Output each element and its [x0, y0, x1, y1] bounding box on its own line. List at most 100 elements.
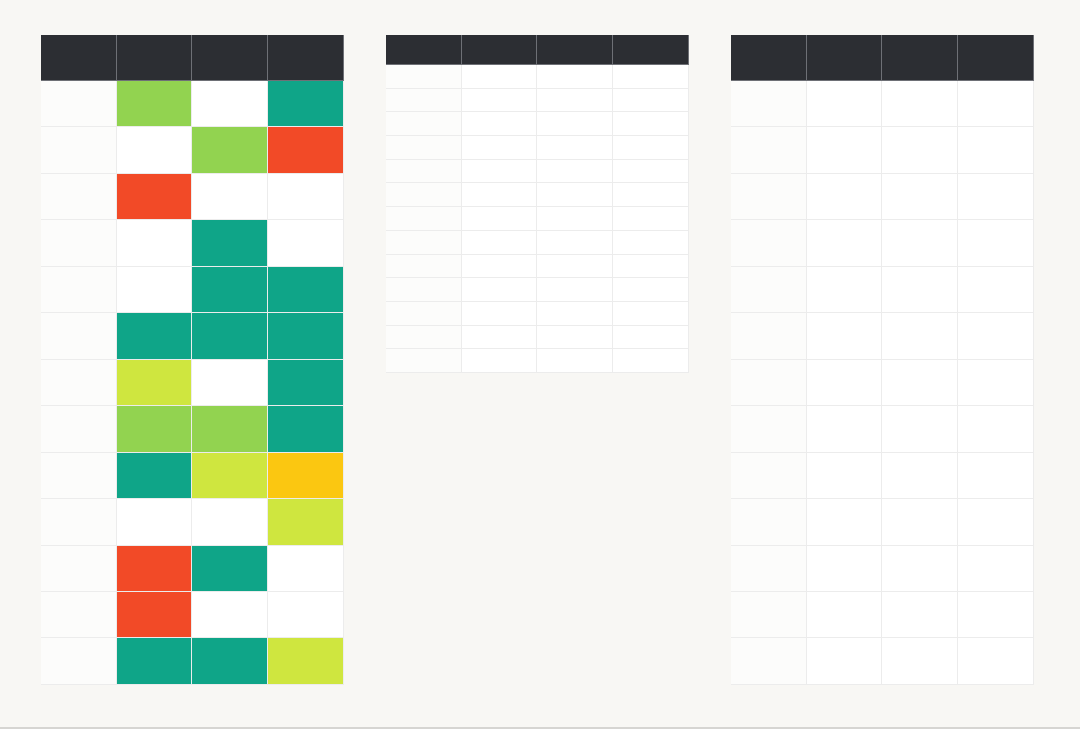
- grid-cell[interactable]: [537, 254, 613, 279]
- grid-cell[interactable]: [41, 81, 117, 128]
- grid-cell[interactable]: [807, 545, 882, 592]
- grid-cell[interactable]: [386, 349, 462, 373]
- grid-cell[interactable]: [807, 591, 882, 639]
- grid-cell[interactable]: [386, 159, 462, 184]
- grid-cell[interactable]: [882, 220, 958, 267]
- grid-cell[interactable]: [268, 452, 344, 500]
- grid-cell[interactable]: [386, 254, 462, 279]
- grid-cell[interactable]: [386, 112, 462, 137]
- grid-cell[interactable]: [41, 406, 117, 453]
- grid-cell[interactable]: [537, 65, 613, 89]
- grid-cell[interactable]: [117, 127, 192, 174]
- grid-cell[interactable]: [613, 349, 689, 373]
- grid-cell[interactable]: [268, 406, 344, 453]
- grid-cell[interactable]: [117, 81, 192, 128]
- header-cell[interactable]: [537, 35, 613, 65]
- grid-cell[interactable]: [613, 230, 689, 255]
- grid-cell[interactable]: [41, 499, 117, 546]
- grid-cell[interactable]: [41, 127, 117, 174]
- grid-cell[interactable]: [807, 220, 882, 267]
- grid-cell[interactable]: [268, 359, 344, 407]
- grid-cell[interactable]: [386, 278, 462, 302]
- grid-cell[interactable]: [731, 359, 807, 407]
- grid-cell[interactable]: [958, 499, 1034, 546]
- grid-cell[interactable]: [386, 183, 462, 208]
- grid-cell[interactable]: [958, 638, 1034, 685]
- grid-cell[interactable]: [386, 207, 462, 231]
- grid-cell[interactable]: [41, 266, 117, 314]
- grid-cell[interactable]: [192, 173, 268, 221]
- grid-cell[interactable]: [613, 278, 689, 302]
- grid-cell[interactable]: [731, 220, 807, 267]
- grid-cell[interactable]: [958, 452, 1034, 500]
- grid-cell[interactable]: [192, 359, 268, 407]
- grid-cell[interactable]: [882, 406, 958, 453]
- grid-cell[interactable]: [537, 88, 613, 113]
- grid-cell[interactable]: [192, 127, 268, 174]
- grid-cell[interactable]: [537, 207, 613, 231]
- grid-cell[interactable]: [386, 301, 462, 326]
- grid-cell[interactable]: [192, 313, 268, 360]
- grid-cell[interactable]: [807, 266, 882, 314]
- grid-cell[interactable]: [386, 325, 462, 350]
- grid-cell[interactable]: [41, 591, 117, 639]
- grid-cell[interactable]: [41, 452, 117, 500]
- grid-cell[interactable]: [268, 127, 344, 174]
- grid-cell[interactable]: [41, 359, 117, 407]
- header-cell[interactable]: [462, 35, 537, 65]
- grid-cell[interactable]: [192, 81, 268, 128]
- grid-cell[interactable]: [192, 545, 268, 592]
- grid-cell[interactable]: [958, 313, 1034, 360]
- grid-cell[interactable]: [731, 81, 807, 128]
- grid-cell[interactable]: [268, 638, 344, 685]
- grid-cell[interactable]: [882, 313, 958, 360]
- grid-cell[interactable]: [882, 591, 958, 639]
- grid-cell[interactable]: [882, 452, 958, 500]
- grid-cell[interactable]: [268, 591, 344, 639]
- grid-cell[interactable]: [386, 65, 462, 89]
- grid-cell[interactable]: [537, 183, 613, 208]
- grid-cell[interactable]: [117, 452, 192, 500]
- grid-cell[interactable]: [537, 136, 613, 160]
- grid-cell[interactable]: [192, 638, 268, 685]
- header-cell[interactable]: [807, 35, 882, 81]
- grid-cell[interactable]: [731, 266, 807, 314]
- grid-cell[interactable]: [882, 173, 958, 221]
- grid-cell[interactable]: [958, 220, 1034, 267]
- grid-cell[interactable]: [462, 159, 537, 184]
- header-cell[interactable]: [192, 35, 268, 81]
- grid-cell[interactable]: [41, 638, 117, 685]
- grid-cell[interactable]: [731, 499, 807, 546]
- grid-cell[interactable]: [958, 173, 1034, 221]
- grid-cell[interactable]: [807, 173, 882, 221]
- grid-cell[interactable]: [731, 313, 807, 360]
- grid-cell[interactable]: [268, 499, 344, 546]
- header-cell[interactable]: [41, 35, 117, 81]
- grid-cell[interactable]: [537, 301, 613, 326]
- grid-cell[interactable]: [731, 638, 807, 685]
- grid-cell[interactable]: [462, 349, 537, 373]
- grid-cell[interactable]: [731, 545, 807, 592]
- grid-cell[interactable]: [613, 207, 689, 231]
- grid-cell[interactable]: [462, 301, 537, 326]
- grid-cell[interactable]: [958, 266, 1034, 314]
- grid-cell[interactable]: [882, 127, 958, 174]
- grid-cell[interactable]: [537, 159, 613, 184]
- header-cell[interactable]: [613, 35, 689, 65]
- grid-cell[interactable]: [807, 499, 882, 546]
- grid-cell[interactable]: [882, 545, 958, 592]
- grid-cell[interactable]: [462, 112, 537, 137]
- grid-cell[interactable]: [462, 136, 537, 160]
- grid-cell[interactable]: [268, 313, 344, 360]
- grid-cell[interactable]: [537, 230, 613, 255]
- grid-cell[interactable]: [192, 499, 268, 546]
- grid-cell[interactable]: [386, 230, 462, 255]
- grid-cell[interactable]: [958, 359, 1034, 407]
- grid-cell[interactable]: [268, 173, 344, 221]
- header-cell[interactable]: [268, 35, 344, 81]
- grid-cell[interactable]: [807, 313, 882, 360]
- grid-cell[interactable]: [613, 159, 689, 184]
- grid-cell[interactable]: [613, 88, 689, 113]
- grid-cell[interactable]: [882, 359, 958, 407]
- grid-cell[interactable]: [807, 81, 882, 128]
